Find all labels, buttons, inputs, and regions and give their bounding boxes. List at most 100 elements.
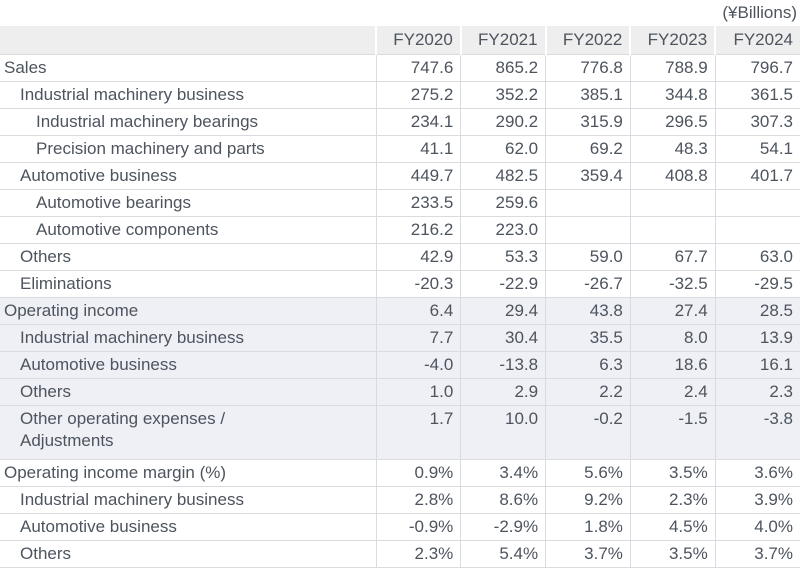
- row-label: Precision machinery and parts: [0, 135, 376, 163]
- cell-value: 2.3%: [629, 486, 716, 514]
- column-header-fy2022: FY2022: [544, 26, 631, 55]
- cell-value: 42.9: [375, 243, 461, 271]
- cell-value: 7.7: [375, 324, 461, 352]
- header-label-spacer: [0, 26, 376, 55]
- cell-value: 63.0: [714, 243, 800, 271]
- row-label: Industrial machinery business: [0, 486, 376, 514]
- table-row: Automotive bearings 233.5 259.6: [0, 189, 800, 217]
- cell-value: 259.6: [460, 189, 546, 217]
- row-label: Others: [0, 243, 376, 271]
- cell-value: 10.0: [460, 405, 546, 460]
- table-row: Eliminations -20.3 -22.9 -26.7 -32.5 -29.5: [0, 270, 800, 298]
- table-row: Industrial machinery business 275.2 352.2 3…: [0, 81, 800, 109]
- cell-value: -2.9%: [460, 513, 546, 541]
- cell-value: 16.1: [714, 351, 800, 379]
- table-row: Industrial machinery business 2.8% 8.6% 9.2…: [0, 486, 800, 514]
- cell-value: 29.4: [460, 297, 546, 325]
- table-row: Automotive components 216.2 223.0: [0, 216, 800, 244]
- cell-value: 1.8%: [545, 513, 631, 541]
- cell-value: 30.4: [460, 324, 546, 352]
- column-header-fy2021: FY2021: [459, 26, 546, 55]
- cell-value: 3.5%: [629, 540, 716, 568]
- column-header-fy2024: FY2024: [714, 26, 800, 55]
- cell-value: 401.7: [714, 162, 800, 190]
- cell-value: 8.0: [629, 324, 716, 352]
- cell-value: 296.5: [629, 108, 716, 136]
- cell-value: 361.5: [714, 81, 800, 109]
- cell-value: 747.6: [375, 54, 461, 82]
- table-row: Precision machinery and parts 41.1 62.0 69.…: [0, 135, 800, 163]
- cell-value: 352.2: [460, 81, 546, 109]
- row-label: Automotive business: [0, 351, 376, 379]
- cell-value: 2.3%: [375, 540, 461, 568]
- cell-value: -3.8: [714, 405, 800, 460]
- cell-value: 865.2: [460, 54, 546, 82]
- cell-value: 5.4%: [460, 540, 546, 568]
- row-label: Automotive components: [0, 216, 376, 244]
- row-label: Operating income margin (%): [0, 459, 376, 487]
- cell-value: 307.3: [714, 108, 800, 136]
- cell-value: 9.2%: [545, 486, 631, 514]
- cell-value: 13.9: [714, 324, 800, 352]
- cell-value: -22.9: [460, 270, 546, 298]
- cell-value: 8.6%: [460, 486, 546, 514]
- cell-value: 41.1: [375, 135, 461, 163]
- cell-value: 18.6: [629, 351, 716, 379]
- cell-value: 290.2: [460, 108, 546, 136]
- cell-value: 359.4: [545, 162, 631, 190]
- cell-value: 776.8: [545, 54, 631, 82]
- row-label: Others: [0, 378, 376, 406]
- cell-value: 3.4%: [460, 459, 546, 487]
- table-row: Automotive business -0.9% -2.9% 1.8% 4.5% 4.0…: [0, 513, 800, 541]
- cell-value: 449.7: [375, 162, 461, 190]
- cell-value: 28.5: [714, 297, 800, 325]
- table-row: Industrial machinery bearings 234.1 290.2 3…: [0, 108, 800, 136]
- column-header-fy2020: FY2020: [375, 26, 461, 55]
- row-label: Automotive business: [0, 162, 376, 190]
- units-label: (¥Billions): [722, 3, 797, 22]
- cell-value: 3.6%: [714, 459, 800, 487]
- cell-value: 796.7: [714, 54, 800, 82]
- table-row: Automotive business -4.0 -13.8 6.3 18.6 16.1: [0, 351, 800, 379]
- cell-value: 3.9%: [714, 486, 800, 514]
- cell-value: [545, 189, 631, 217]
- cell-value: -20.3: [375, 270, 461, 298]
- cell-value: -26.7: [545, 270, 631, 298]
- table-row: Others 2.3% 5.4% 3.7% 3.5% 3.7%: [0, 540, 800, 568]
- table-row: Operating income margin (%) 0.9% 3.4% 5.6% 3…: [0, 459, 800, 487]
- cell-value: 0.9%: [375, 459, 461, 487]
- cell-value: 2.2: [545, 378, 631, 406]
- cell-value: 2.4: [629, 378, 716, 406]
- cell-value: [545, 216, 631, 244]
- row-label: Industrial machinery business: [0, 81, 376, 109]
- row-label: Others: [0, 540, 376, 568]
- row-label: Automotive bearings: [0, 189, 376, 217]
- table-row: Operating income 6.4 29.4 43.8 27.4 28.5: [0, 297, 800, 325]
- cell-value: [629, 189, 716, 217]
- cell-value: 234.1: [375, 108, 461, 136]
- cell-value: -0.2: [545, 405, 631, 460]
- cell-value: 275.2: [375, 81, 461, 109]
- cell-value: 408.8: [629, 162, 716, 190]
- table-row: Sales 747.6 865.2 776.8 788.9 796.7: [0, 54, 800, 82]
- table-row: Industrial machinery business 7.7 30.4 35.5…: [0, 324, 800, 352]
- cell-value: 223.0: [460, 216, 546, 244]
- table-row: Other operating expenses / Adjustments 1.…: [0, 405, 800, 460]
- cell-value: 5.6%: [545, 459, 631, 487]
- cell-value: 59.0: [545, 243, 631, 271]
- cell-value: 48.3: [629, 135, 716, 163]
- cell-value: [714, 216, 800, 244]
- row-label: Operating income: [0, 297, 376, 325]
- cell-value: 2.3: [714, 378, 800, 406]
- cell-value: 216.2: [375, 216, 461, 244]
- cell-value: 35.5: [545, 324, 631, 352]
- cell-value: 3.7%: [545, 540, 631, 568]
- cell-value: [714, 189, 800, 217]
- cell-value: 2.9: [460, 378, 546, 406]
- cell-value: 1.7: [375, 405, 461, 460]
- cell-value: 6.4: [375, 297, 461, 325]
- cell-value: 315.9: [545, 108, 631, 136]
- row-label: Other operating expenses / Adjustments: [0, 405, 376, 460]
- cell-value: 43.8: [545, 297, 631, 325]
- cell-value: 6.3: [545, 351, 631, 379]
